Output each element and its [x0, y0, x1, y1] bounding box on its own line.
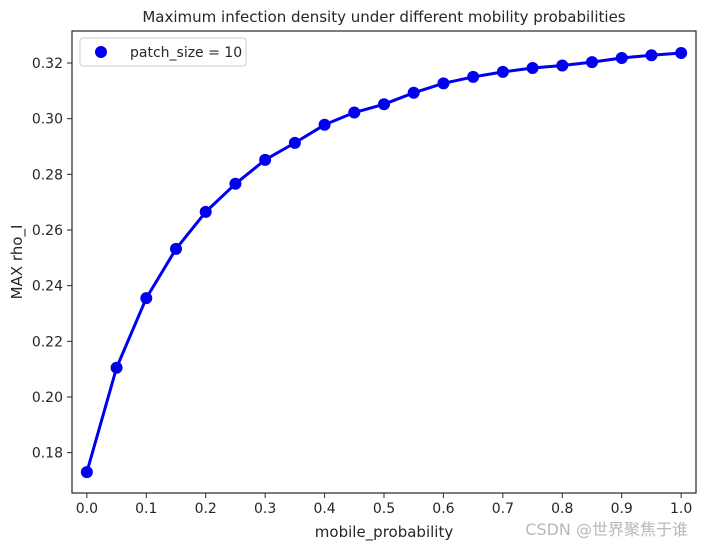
data-point — [199, 205, 212, 218]
data-point — [615, 51, 628, 64]
chart-title: Maximum infection density under differen… — [142, 8, 625, 26]
series-line — [85, 51, 682, 473]
x-tick-label: 0.6 — [432, 501, 454, 517]
legend-marker — [95, 46, 107, 58]
x-tick-label: 0.3 — [254, 501, 276, 517]
data-point — [80, 466, 93, 479]
watermark: CSDN @世界聚焦于谁 — [525, 520, 688, 539]
legend: patch_size = 10 — [79, 37, 247, 67]
y-axis-label: MAX rho_I — [8, 225, 27, 300]
data-point — [675, 46, 688, 59]
data-point — [140, 292, 153, 305]
data-point — [110, 361, 123, 374]
x-axis: 0.0 0.1 0.2 0.3 0.4 0.5 0.6 0.7 0.8 0.9 1.0 — [76, 493, 692, 517]
y-tick-label: 0.28 — [32, 167, 63, 183]
x-tick-label: 0.8 — [551, 501, 573, 517]
data-point — [467, 70, 480, 83]
y-tick-label: 0.30 — [32, 112, 63, 128]
y-tick-label: 0.26 — [32, 223, 63, 239]
x-tick-label: 0.4 — [313, 501, 335, 517]
x-axis-label: mobile_probability — [315, 523, 454, 542]
x-tick-label: 0.1 — [135, 501, 157, 517]
data-point — [586, 56, 598, 69]
legend-label: patch_size = 10 — [130, 45, 242, 61]
x-tick-label: 0.0 — [76, 501, 98, 517]
data-point — [437, 77, 450, 90]
y-tick-label: 0.18 — [32, 446, 63, 462]
legend-box — [79, 37, 247, 67]
data-point — [407, 86, 420, 99]
x-tick-label: 0.5 — [373, 501, 395, 517]
data-point — [170, 242, 182, 255]
y-tick-label: 0.22 — [32, 334, 63, 350]
data-point — [378, 98, 390, 111]
data-point — [229, 177, 242, 190]
x-tick-label: 1.0 — [670, 501, 692, 517]
y-tick-label: 0.32 — [32, 56, 63, 72]
data-point — [259, 153, 272, 166]
x-tick-label: 0.9 — [611, 501, 633, 517]
data-point — [318, 118, 331, 131]
y-tick-label: 0.24 — [32, 279, 63, 295]
data-point — [526, 62, 539, 75]
y-tick-label: 0.20 — [32, 390, 63, 406]
data-point — [556, 59, 569, 72]
data-point — [496, 65, 509, 78]
x-tick-label: 0.7 — [492, 501, 514, 517]
series-layer — [80, 46, 688, 479]
data-point — [288, 136, 301, 149]
y-axis: 0.18 0.20 0.22 0.24 0.26 0.28 0.30 0.32 — [32, 56, 72, 462]
data-point — [645, 49, 658, 62]
x-tick-label: 0.2 — [195, 501, 217, 517]
data-point — [348, 106, 361, 119]
